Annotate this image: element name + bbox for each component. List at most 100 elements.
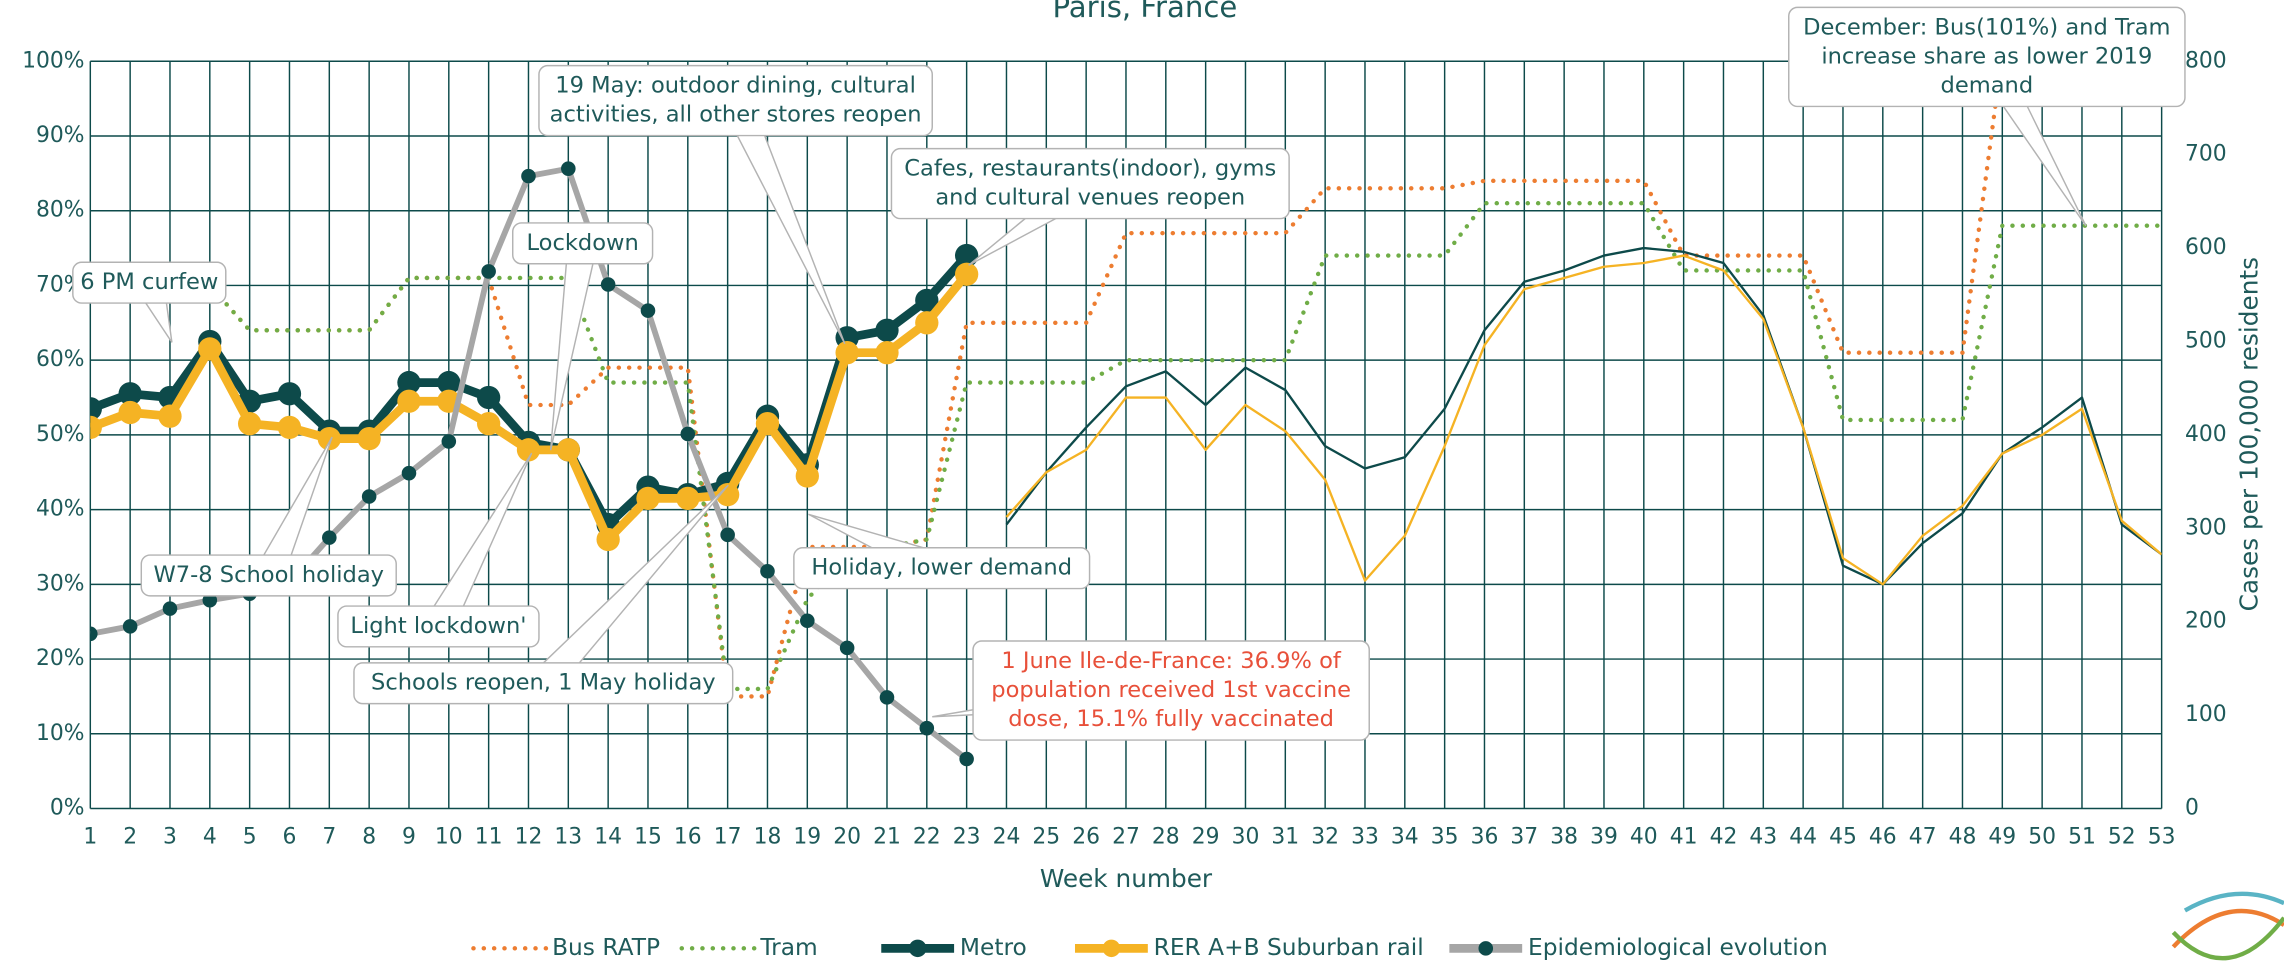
y-tick-label: 20% [36,646,85,671]
x-tick-label: 28 [1152,825,1180,850]
series-marker [556,438,580,462]
series-marker [521,168,536,184]
legend: Bus RATP Tram Metro RER A+B Suburban rail Ep… [471,934,1828,961]
x-tick-label: 29 [1192,825,1220,850]
y2-tick-label: 0 [2185,796,2199,821]
annotation-box [72,261,227,304]
x-tick-label: 17 [714,825,742,850]
x-tick-label: 34 [1391,825,1419,850]
annotation: 1 June Ile-de-France: 36.9% of population… [932,640,1370,741]
annotation: December: Bus(101%) and Tram increase sha… [1788,6,2186,227]
y-tick-label: 60% [36,347,85,372]
x-tick-label: 32 [1311,825,1339,850]
x-tick-label: 14 [594,825,622,850]
annotation-box [140,554,397,597]
x-tick-label: 36 [1471,825,1499,850]
annotation-text: 1 June Ile-de-France: 36.9% of [1001,648,1342,674]
y2-tick-label: 200 [2185,609,2227,634]
series-marker [476,385,501,410]
x-tick-label: 3 [163,825,177,850]
series-marker [516,438,541,462]
series-marker [760,563,775,579]
series-marker [401,465,417,481]
annotation-text: Light lockdown' [350,613,526,639]
x-tick-label: 24 [993,825,1021,850]
annotation-text: dose, 15.1% fully vaccinated [1008,706,1334,732]
series-marker [640,303,656,318]
annotation-box [972,640,1370,741]
series-marker [600,277,616,292]
x-tick-label: 22 [913,825,941,850]
y-tick-label: 50% [36,422,85,447]
x-tick-label: 45 [1829,825,1857,850]
series-marker [481,264,496,279]
series-marker [875,318,899,342]
x-tick-label: 31 [1271,825,1299,850]
annotation-box [512,222,654,265]
x-tick-label: 18 [754,825,782,850]
x-tick-label: 42 [1710,825,1738,850]
x-tick-label: 13 [554,825,582,850]
annotation-text: and cultural venues reopen [935,185,1245,211]
legend-marker [908,939,927,958]
x-tick-label: 50 [2028,825,2056,850]
y-tick-label: 100% [22,48,84,73]
x-tick-label: 6 [283,825,297,850]
annotation: Holiday, lower demand [793,513,1091,590]
x-tick-label: 15 [634,825,662,850]
x-axis-label: Week number [1040,864,1213,893]
series-marker [122,619,138,634]
annotation-box [538,64,933,137]
series-marker [118,382,142,406]
x-tick-label: 1 [83,825,97,850]
annotation-text: Cafes, restaurants(indoor), gyms [904,156,1276,182]
series-marker [397,389,421,413]
annotation: Schools reopen, 1 May holiday [353,484,734,705]
series-marker [800,613,815,629]
x-tick-label: 39 [1590,825,1618,850]
annotation: Light lockdown' [337,452,540,648]
annotation: Cafes, restaurants(indoor), gyms and cult… [890,147,1290,266]
x-tick-label: 16 [674,825,702,850]
x-tick-label: 30 [1232,825,1260,850]
series-marker [636,486,660,511]
x-tick-label: 35 [1431,825,1459,850]
x-tick-label: 37 [1510,825,1538,850]
x-tick-label: 46 [1869,825,1897,850]
x-tick-label: 19 [793,825,821,850]
x-tick-label: 43 [1749,825,1777,850]
x-tick-label: 52 [2108,825,2136,850]
y-tick-label: 40% [36,497,85,522]
x-tick-label: 47 [1909,825,1937,850]
series-marker [237,412,262,436]
series-marker [875,341,899,365]
series-marker [915,311,939,335]
series-marker [162,601,178,616]
series-marker [954,262,979,286]
x-tick-label: 4 [203,825,217,850]
x-tick-label: 40 [1630,825,1658,850]
series-marker [361,489,377,504]
annotation-text: December: Bus(101%) and Tram [1803,14,2170,40]
series-marker [839,640,855,656]
series-marker [676,486,700,511]
legend-label: Tram [759,934,817,961]
x-tick-label: 26 [1072,825,1100,850]
x-tick-label: 23 [953,825,981,850]
series-marker [90,415,102,440]
x-tick-label: 8 [362,825,376,850]
series-marker [118,400,142,425]
annotation-text: population received 1st vaccine [991,677,1351,703]
x-tick-label: 10 [435,825,463,850]
series-marker [202,592,218,608]
series-marker [720,527,735,543]
series-marker [277,382,302,406]
x-tick-label: 49 [1988,825,2016,850]
annotation: W7-8 School holiday [140,436,397,597]
x-tick-label: 11 [475,825,503,850]
x-tick-label: 27 [1112,825,1140,850]
series-marker [198,337,222,361]
series-line [90,201,2162,692]
logo [2171,891,2284,961]
x-tick-label: 2 [123,825,137,850]
